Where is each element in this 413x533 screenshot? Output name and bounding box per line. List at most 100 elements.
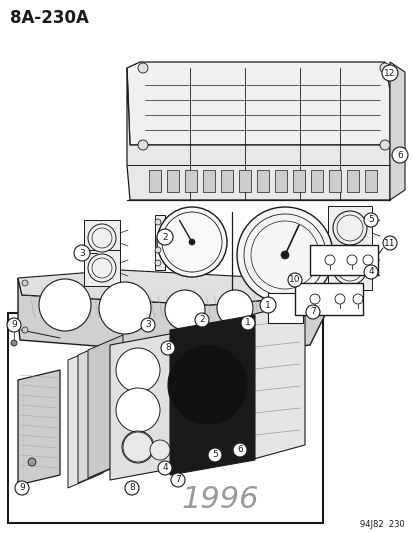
Bar [327,246,371,290]
Circle shape [168,345,247,425]
Circle shape [15,481,29,495]
Circle shape [332,211,366,245]
Circle shape [154,247,161,253]
Polygon shape [249,302,304,460]
Circle shape [141,318,154,332]
Circle shape [287,273,301,287]
Circle shape [236,207,332,303]
Circle shape [216,290,252,326]
Text: 1: 1 [244,319,250,327]
Circle shape [122,431,154,463]
Bar [256,170,268,192]
Circle shape [332,251,366,285]
Circle shape [305,305,319,319]
Bar [309,245,377,275]
Circle shape [382,236,396,250]
Circle shape [381,65,397,81]
Circle shape [311,297,317,303]
Circle shape [157,207,226,277]
Bar [267,293,302,323]
Circle shape [116,348,159,392]
Text: 12: 12 [383,69,395,77]
Text: 4: 4 [367,268,373,277]
Circle shape [116,388,159,432]
Bar [84,250,120,286]
Polygon shape [154,215,165,270]
Bar [166,170,178,192]
Circle shape [240,316,254,330]
Circle shape [158,461,171,475]
Polygon shape [127,62,389,145]
Circle shape [88,224,116,252]
Text: 10: 10 [289,276,300,285]
Circle shape [189,239,195,245]
Circle shape [157,229,173,245]
Polygon shape [88,335,123,478]
Text: 4: 4 [162,464,167,472]
Circle shape [207,448,221,462]
Bar [149,170,161,192]
Bar [185,170,197,192]
Circle shape [233,443,247,457]
Circle shape [171,473,185,487]
Bar [364,170,376,192]
Text: 3: 3 [79,248,85,257]
Circle shape [363,213,377,227]
Bar [221,170,233,192]
Text: 5: 5 [367,215,373,224]
Text: 8: 8 [165,343,171,352]
Bar [327,206,371,250]
Polygon shape [389,62,404,200]
Circle shape [22,280,28,286]
Circle shape [28,458,36,466]
Circle shape [99,282,151,334]
Text: 1: 1 [264,301,270,310]
Circle shape [259,297,275,313]
Bar [294,283,362,315]
Circle shape [125,481,139,495]
Text: 7: 7 [309,308,315,317]
Bar [328,170,340,192]
Text: 94J82  230: 94J82 230 [359,521,404,529]
Text: 11: 11 [383,238,395,247]
Polygon shape [110,333,175,480]
Circle shape [138,140,147,150]
Circle shape [165,290,204,330]
Circle shape [280,251,288,259]
Bar [238,170,250,192]
Circle shape [150,440,170,460]
Text: 8: 8 [129,483,135,492]
Circle shape [7,318,21,332]
Text: 5: 5 [211,450,217,459]
Circle shape [379,63,389,73]
Circle shape [363,265,377,279]
Polygon shape [127,68,389,200]
Circle shape [39,279,91,331]
Text: 1996: 1996 [181,486,258,514]
Text: 7: 7 [175,475,180,484]
Circle shape [22,327,28,333]
Circle shape [161,341,175,355]
Bar [292,170,304,192]
Circle shape [123,432,153,462]
Polygon shape [78,340,113,483]
Text: 9: 9 [11,320,17,329]
Circle shape [74,245,90,261]
Bar [274,170,286,192]
Circle shape [391,147,407,163]
Polygon shape [18,270,324,305]
Bar [346,170,358,192]
Text: 2: 2 [199,316,204,325]
Circle shape [154,219,161,225]
Bar [84,220,120,256]
Text: 6: 6 [237,446,242,455]
Circle shape [154,260,161,266]
Polygon shape [18,278,324,355]
Circle shape [11,340,17,346]
Bar [202,170,214,192]
Polygon shape [18,370,60,485]
Circle shape [88,254,116,282]
Bar [310,170,322,192]
Circle shape [138,63,147,73]
Bar [8,313,322,523]
